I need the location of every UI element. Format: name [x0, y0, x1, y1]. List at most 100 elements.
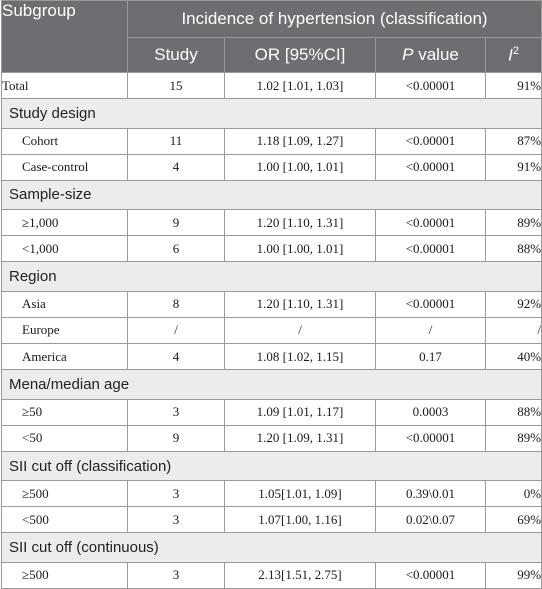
- study-count: 9: [127, 209, 225, 237]
- i-squared: 89%: [484, 424, 542, 452]
- study-count: 3: [127, 480, 225, 508]
- header-study: Study: [127, 37, 225, 73]
- group-label: SII cut off (continuous): [0, 532, 542, 563]
- i-squared: 87%: [484, 127, 542, 155]
- odds-ratio-ci: 1.00 [1.00, 1.01]: [224, 153, 376, 181]
- i-squared: 88%: [484, 398, 542, 426]
- row-label: ≥1,000: [1, 209, 128, 237]
- study-count: 15: [127, 71, 225, 100]
- group-header-row: SII cut off (classification): [0, 450, 542, 482]
- odds-ratio-ci: 1.20 [1.10, 1.31]: [224, 209, 376, 237]
- row-label: <50: [1, 424, 128, 452]
- study-count: /: [127, 316, 225, 345]
- p-value: <0.00001: [375, 127, 486, 155]
- i-squared: 69%: [484, 506, 542, 534]
- i-squared: 92%: [484, 290, 542, 318]
- header-i-squared: I2: [484, 37, 542, 73]
- odds-ratio-ci: 1.20 [1.10, 1.31]: [224, 290, 376, 318]
- group-label: SII cut off (classification): [0, 450, 542, 482]
- header-p-letter: P: [402, 45, 414, 64]
- p-value: <0.00001: [375, 153, 486, 181]
- study-count: 11: [127, 127, 225, 155]
- study-count: 6: [127, 235, 225, 263]
- row-label: Asia: [1, 290, 128, 318]
- odds-ratio-ci: 1.20 [1.09, 1.31]: [224, 424, 376, 452]
- p-value: <0.00001: [375, 290, 486, 318]
- row-label: ≥500: [1, 480, 128, 508]
- group-label: Sample-size: [0, 179, 542, 211]
- table-row: ≥1,000 9 1.20 [1.10, 1.31] <0.00001 89%: [1, 209, 542, 237]
- group-header-row: Sample-size: [0, 179, 542, 211]
- header-i-superscript: 2: [512, 44, 519, 57]
- i-squared: 91%: [484, 71, 542, 100]
- group-label: Study design: [0, 98, 542, 129]
- group-label: Mena/median age: [0, 369, 542, 400]
- table-row: <500 3 1.07[1.00, 1.16] 0.02\0.07 69%: [1, 506, 542, 534]
- header-or-ci: OR [95%CI]: [224, 37, 376, 73]
- p-value: <0.00001: [375, 209, 486, 237]
- table-row: ≥500 3 2.13[1.51, 2.75] <0.00001 99%: [1, 561, 542, 589]
- header-i-letter: I: [508, 45, 513, 65]
- row-label: Case-control: [1, 153, 128, 181]
- p-value: 0.39\0.01: [375, 480, 486, 508]
- row-label: <500: [1, 506, 128, 534]
- header-subgroup: Subgroup: [1, 0, 128, 73]
- study-count: 4: [127, 343, 225, 371]
- row-label: Cohort: [1, 127, 128, 155]
- i-squared: 0%: [484, 480, 542, 508]
- i-squared: 99%: [484, 561, 542, 589]
- odds-ratio-ci: 1.18 [1.09, 1.27]: [224, 127, 376, 155]
- study-count: 4: [127, 153, 225, 181]
- group-label: Region: [0, 261, 542, 292]
- i-squared: 91%: [484, 153, 542, 181]
- table-body: Total 15 1.02 [1.01, 1.03] <0.00001 91% Study…: [0, 71, 542, 589]
- i-squared: 89%: [484, 209, 542, 237]
- header-incidence-title: Incidence of hypertension (classificatio…: [126, 0, 542, 38]
- row-label: Total: [1, 71, 128, 100]
- table-row: Total 15 1.02 [1.01, 1.03] <0.00001 91%: [1, 71, 542, 100]
- study-count: 3: [127, 506, 225, 534]
- p-value: <0.00001: [375, 235, 486, 263]
- group-header-row: Region: [0, 261, 542, 292]
- p-value: <0.00001: [375, 71, 486, 100]
- p-value: 0.17: [375, 343, 486, 371]
- table-row: ≥50 3 1.09 [1.01, 1.17] 0.0003 88%: [1, 398, 542, 426]
- header-p-value: P value: [375, 37, 486, 73]
- p-value: 0.02\0.07: [375, 506, 486, 534]
- table-row: Europe / / / /: [1, 316, 542, 345]
- table-row: Asia 8 1.20 [1.10, 1.31] <0.00001 92%: [1, 290, 542, 318]
- study-count: 3: [127, 561, 225, 589]
- i-squared: /: [484, 316, 542, 345]
- odds-ratio-ci: 1.05[1.01, 1.09]: [224, 480, 376, 508]
- row-label: ≥500: [1, 561, 128, 589]
- row-label: Europe: [1, 316, 128, 345]
- group-header-row: Mena/median age: [0, 369, 542, 400]
- table-row: America 4 1.08 [1.02, 1.15] 0.17 40%: [1, 343, 542, 371]
- study-count: 3: [127, 398, 225, 426]
- odds-ratio-ci: 1.02 [1.01, 1.03]: [224, 71, 376, 100]
- p-value: <0.00001: [375, 424, 486, 452]
- odds-ratio-ci: 1.07[1.00, 1.16]: [224, 506, 376, 534]
- odds-ratio-ci: /: [224, 316, 376, 345]
- i-squared: 88%: [484, 235, 542, 263]
- p-value: 0.0003: [375, 398, 486, 426]
- row-label: America: [1, 343, 128, 371]
- odds-ratio-ci: 2.13[1.51, 2.75]: [224, 561, 376, 589]
- table-header: Subgroup Incidence of hypertension (clas…: [1, 0, 542, 73]
- study-count: 8: [127, 290, 225, 318]
- table-row: Cohort 11 1.18 [1.09, 1.27] <0.00001 87%: [1, 127, 542, 155]
- header-p-suffix: value: [413, 45, 459, 64]
- i-squared: 40%: [484, 343, 542, 371]
- p-value: /: [375, 316, 486, 345]
- table-row: ≥500 3 1.05[1.01, 1.09] 0.39\0.01 0%: [1, 480, 542, 508]
- table-row: <50 9 1.20 [1.09, 1.31] <0.00001 89%: [1, 424, 542, 452]
- odds-ratio-ci: 1.09 [1.01, 1.17]: [224, 398, 376, 426]
- group-header-row: Study design: [0, 98, 542, 129]
- p-value: <0.00001: [375, 561, 486, 589]
- odds-ratio-ci: 1.08 [1.02, 1.15]: [224, 343, 376, 371]
- odds-ratio-ci: 1.00 [1.00, 1.01]: [224, 235, 376, 263]
- table-row: <1,000 6 1.00 [1.00, 1.01] <0.00001 88%: [1, 235, 542, 263]
- row-label: <1,000: [1, 235, 128, 263]
- row-label: ≥50: [1, 398, 128, 426]
